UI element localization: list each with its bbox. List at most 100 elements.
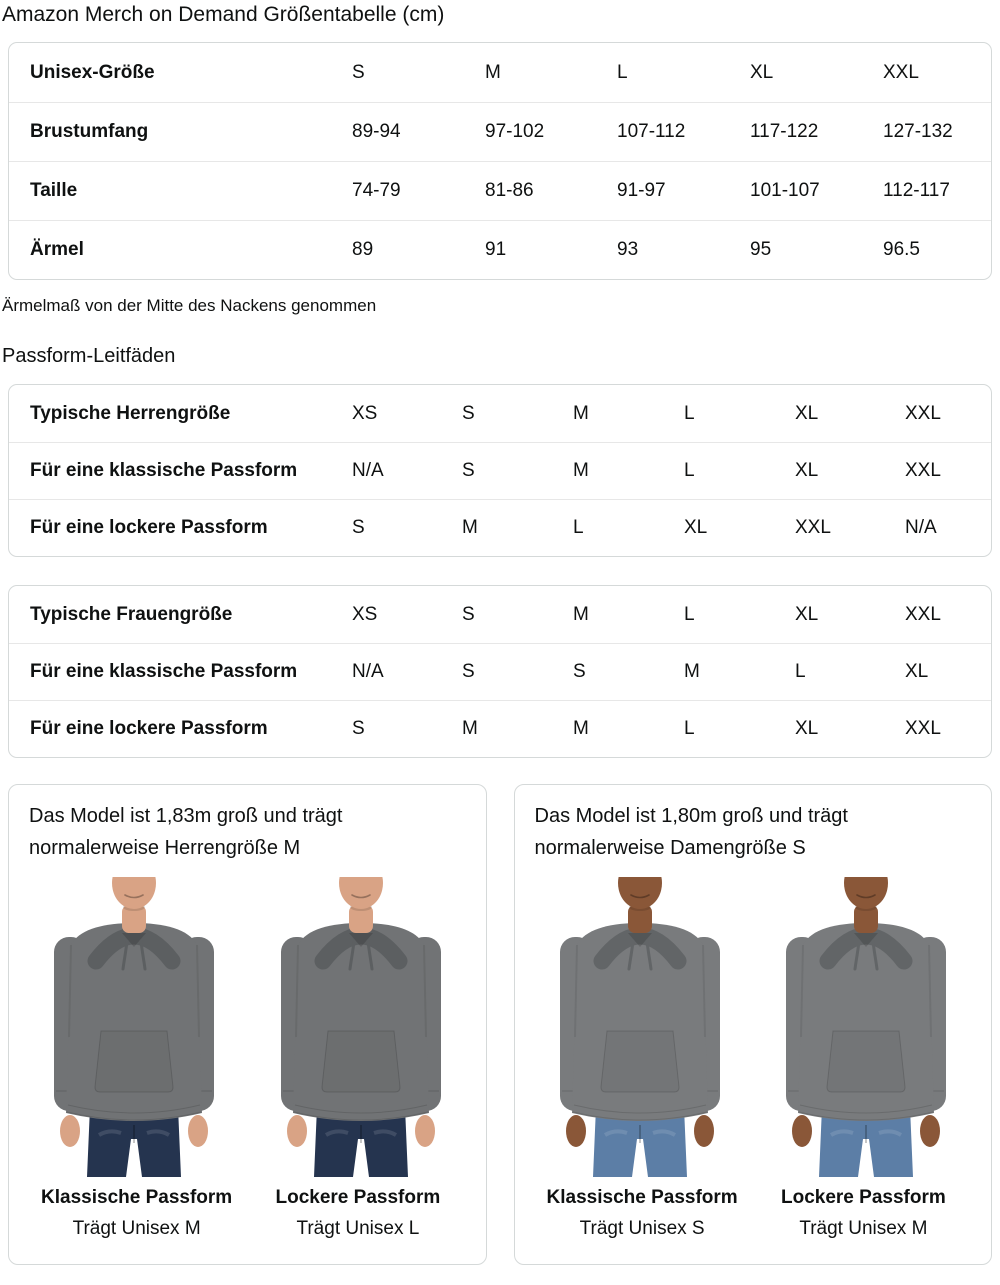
size-header-cell: XXL: [883, 61, 919, 83]
value-cell: XXL: [905, 718, 941, 739]
model-description: Das Model ist 1,83m groß und trägt norma…: [29, 805, 343, 859]
value-cell: M: [573, 402, 589, 424]
table-row: Für eine klassische Passform N/A S S M L…: [9, 643, 991, 700]
value-cell: M: [573, 460, 589, 481]
row-label: Für eine lockere Passform: [30, 718, 268, 739]
hoodie-model-illustration: [534, 877, 746, 1177]
row-label: Für eine lockere Passform: [30, 517, 268, 538]
value-cell: XL: [795, 402, 819, 424]
value-cell: S: [573, 661, 586, 682]
size-worn-label: Trägt Unisex M: [72, 1218, 201, 1239]
value-cell: XXL: [905, 603, 941, 625]
value-cell: N/A: [352, 460, 384, 481]
sleeve-measurement-note: Ärmelmaß von der Mitte des Nackens genom…: [2, 296, 377, 315]
row-label: Taille: [30, 180, 78, 201]
value-cell: L: [684, 460, 695, 481]
value-cell: 93: [617, 239, 639, 260]
table-header-row: Unisex-Größe S M L XL XXL: [9, 43, 991, 102]
hoodie-model-illustration: [255, 877, 467, 1177]
size-header-cell: L: [617, 61, 628, 83]
value-cell: M: [573, 718, 589, 739]
row-label: Ärmel: [30, 239, 84, 260]
hoodie-model-illustration: [760, 877, 972, 1177]
row-label: Typische Frauengröße: [30, 603, 233, 625]
model-photos: [532, 877, 975, 1177]
table-row: Für eine klassische Passform N/A S M L X…: [9, 442, 991, 499]
value-cell: M: [573, 603, 589, 625]
value-cell: 91: [485, 239, 507, 260]
value-cell: S: [462, 402, 475, 424]
row-label: Typische Herrengröße: [30, 402, 231, 424]
value-cell: 74-79: [352, 180, 401, 201]
size-worn-label: Trägt Unisex L: [296, 1218, 420, 1239]
value-cell: 81-86: [485, 180, 534, 201]
value-cell: S: [462, 661, 475, 682]
caption-classic-fit: Klassische Passform Trägt Unisex S: [532, 1186, 753, 1241]
value-cell: XL: [905, 661, 929, 682]
value-cell: XS: [352, 603, 378, 625]
unisex-size-table: Unisex-Größe S M L XL XXL Brustumfang 89…: [8, 42, 992, 280]
photo-captions: Klassische Passform Trägt Unisex M Locke…: [26, 1186, 469, 1241]
table-row: Typische Herrengröße XS S M L XL XXL: [9, 385, 991, 442]
row-label: Brustumfang: [30, 121, 149, 142]
value-cell: 107-112: [617, 121, 686, 142]
model-cards: Das Model ist 1,83m groß und trägt norma…: [8, 784, 992, 1265]
table-row: Ärmel 89 91 93 95 96.5: [9, 220, 991, 279]
value-cell: L: [573, 517, 584, 538]
table-row: Für eine lockere Passform S M L XL XXL N…: [9, 499, 991, 556]
value-cell: L: [684, 603, 695, 625]
value-cell: XL: [684, 517, 708, 538]
size-worn-label: Trägt Unisex M: [799, 1218, 928, 1239]
value-cell: N/A: [352, 661, 384, 682]
row-label: Unisex-Größe: [30, 61, 155, 83]
womens-fit-table: Typische Frauengröße XS S M L XL XXL Für…: [8, 585, 992, 758]
size-header-cell: S: [352, 61, 365, 83]
value-cell: 89-94: [352, 121, 401, 142]
value-cell: XXL: [905, 460, 941, 481]
model-photo-classic-fit: [534, 877, 746, 1177]
fit-label: Klassische Passform: [546, 1187, 738, 1208]
model-photos: [26, 877, 469, 1177]
mens-fit-table: Typische Herrengröße XS S M L XL XXL Für…: [8, 384, 992, 557]
value-cell: XXL: [905, 402, 941, 424]
size-header-cell: XL: [750, 61, 774, 83]
value-cell: XS: [352, 402, 378, 424]
caption-loose-fit: Lockere Passform Trägt Unisex L: [247, 1186, 468, 1241]
value-cell: 96.5: [883, 239, 920, 260]
row-label: Für eine klassische Passform: [30, 661, 298, 682]
value-cell: S: [352, 718, 365, 739]
model-photo-loose-fit: [760, 877, 972, 1177]
value-cell: L: [795, 661, 806, 682]
value-cell: 127-132: [883, 121, 953, 142]
value-cell: M: [684, 661, 700, 682]
value-cell: 95: [750, 239, 772, 260]
table-row: Taille 74-79 81-86 91-97 101-107 112-117: [9, 161, 991, 220]
table-row: Brustumfang 89-94 97-102 107-112 117-122…: [9, 102, 991, 161]
model-photo-classic-fit: [28, 877, 240, 1177]
model-description: Das Model ist 1,80m groß und trägt norma…: [534, 805, 848, 859]
hoodie-model-illustration: [28, 877, 240, 1177]
table-row: Für eine lockere Passform S M M L XL XXL: [9, 700, 991, 757]
value-cell: 89: [352, 239, 374, 260]
fit-label: Lockere Passform: [781, 1187, 946, 1208]
table-row: Typische Frauengröße XS S M L XL XXL: [9, 586, 991, 643]
value-cell: 97-102: [485, 121, 545, 142]
value-cell: N/A: [905, 517, 937, 538]
value-cell: XL: [795, 718, 819, 739]
size-header-cell: M: [485, 61, 501, 83]
value-cell: S: [462, 460, 475, 481]
mens-model-card: Das Model ist 1,83m groß und trägt norma…: [8, 784, 487, 1265]
womens-model-card: Das Model ist 1,80m groß und trägt norma…: [513, 784, 992, 1265]
model-photo-loose-fit: [255, 877, 467, 1177]
row-label: Für eine klassische Passform: [30, 460, 298, 481]
value-cell: 101-107: [750, 180, 820, 201]
fit-guides-title: Passform-Leitfäden: [2, 345, 176, 367]
caption-classic-fit: Klassische Passform Trägt Unisex M: [26, 1186, 247, 1241]
value-cell: XL: [795, 460, 819, 481]
value-cell: L: [684, 718, 695, 739]
value-cell: XXL: [795, 517, 831, 538]
value-cell: 112-117: [883, 180, 950, 201]
photo-captions: Klassische Passform Trägt Unisex S Locke…: [532, 1186, 975, 1241]
